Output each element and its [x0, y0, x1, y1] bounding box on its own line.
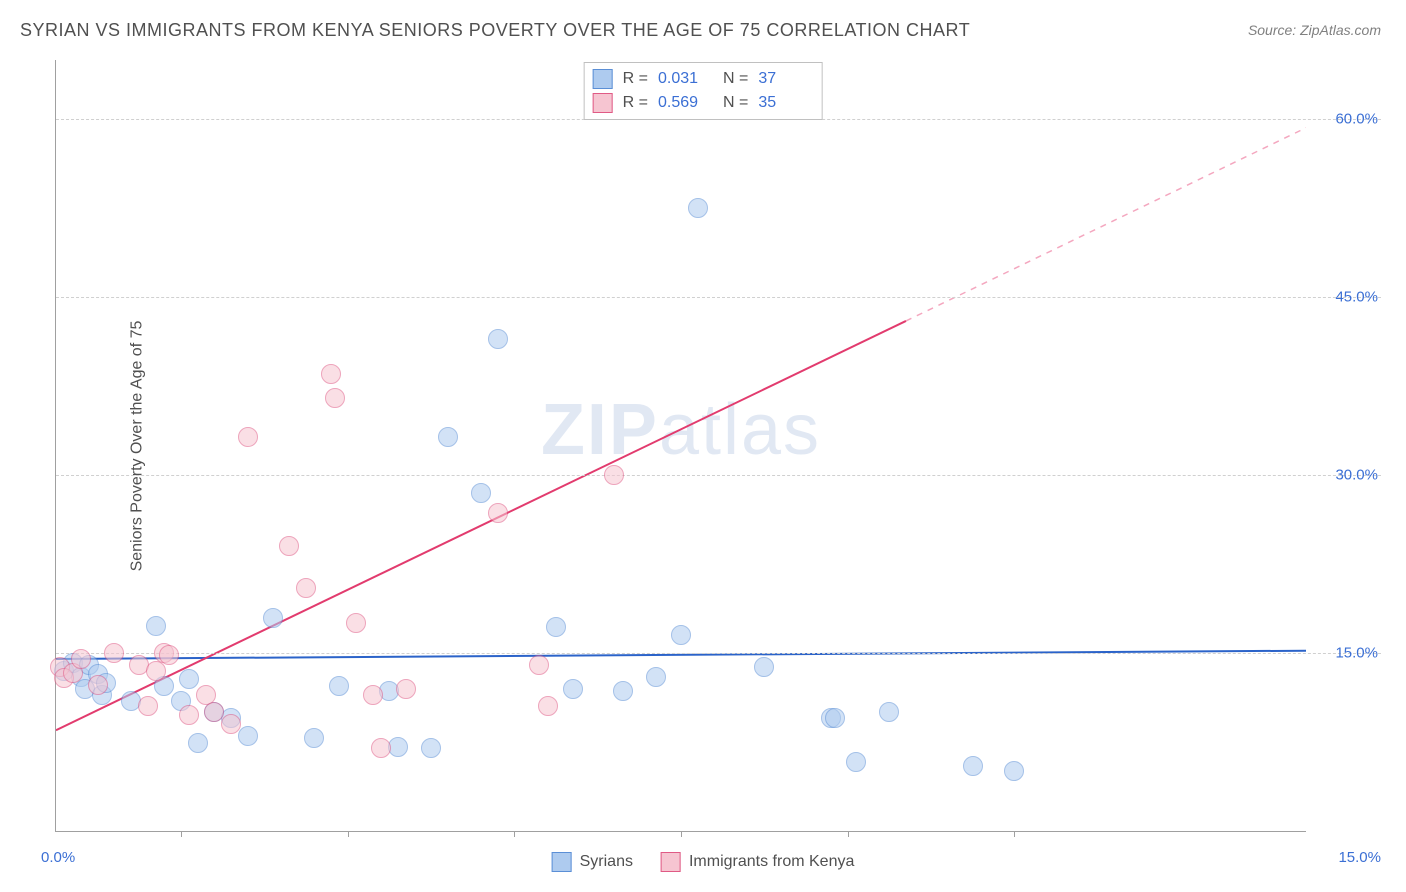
source-label: Source: ZipAtlas.com — [1248, 22, 1381, 38]
n-value-syrians: 37 — [758, 70, 813, 88]
x-tick — [514, 831, 515, 837]
data-point — [71, 649, 91, 669]
data-point — [146, 616, 166, 636]
legend-item-kenya: Immigrants from Kenya — [661, 852, 854, 872]
data-point — [104, 643, 124, 663]
series-legend: Syrians Immigrants from Kenya — [552, 852, 855, 872]
legend-row-kenya: R = 0.569 N = 35 — [593, 91, 814, 115]
data-point — [321, 364, 341, 384]
data-point — [346, 613, 366, 633]
watermark: ZIPatlas — [541, 389, 821, 471]
data-point — [879, 702, 899, 722]
data-point — [221, 714, 241, 734]
data-point — [279, 536, 299, 556]
gridline — [56, 653, 1381, 654]
data-point — [825, 708, 845, 728]
gridline — [56, 297, 1381, 298]
data-point — [546, 617, 566, 637]
data-point — [846, 752, 866, 772]
legend-label-kenya: Immigrants from Kenya — [689, 853, 854, 871]
data-point — [529, 655, 549, 675]
data-point — [488, 329, 508, 349]
data-point — [138, 696, 158, 716]
data-point — [563, 679, 583, 699]
gridline — [56, 475, 1381, 476]
y-tick-label: 15.0% — [1335, 645, 1378, 662]
y-tick-label: 30.0% — [1335, 467, 1378, 484]
data-point — [488, 503, 508, 523]
data-point — [188, 733, 208, 753]
x-axis-end-label: 15.0% — [1338, 849, 1381, 866]
x-tick — [1014, 831, 1015, 837]
legend-row-syrians: R = 0.031 N = 37 — [593, 67, 814, 91]
data-point — [179, 705, 199, 725]
data-point — [396, 679, 416, 699]
data-point — [604, 465, 624, 485]
correlation-legend: R = 0.031 N = 37 R = 0.569 N = 35 — [584, 62, 823, 120]
data-point — [421, 738, 441, 758]
plot-area: ZIPatlas 15.0%30.0%45.0%60.0%0.0%15.0% — [55, 60, 1306, 832]
data-point — [238, 726, 258, 746]
data-point — [238, 427, 258, 447]
data-point — [304, 728, 324, 748]
data-point — [263, 608, 283, 628]
legend-label-syrians: Syrians — [580, 853, 633, 871]
data-point — [613, 681, 633, 701]
legend-item-syrians: Syrians — [552, 852, 633, 872]
swatch-syrians — [593, 69, 613, 89]
x-tick — [348, 831, 349, 837]
r-value-syrians: 0.031 — [658, 70, 713, 88]
data-point — [371, 738, 391, 758]
data-point — [296, 578, 316, 598]
data-point — [325, 388, 345, 408]
x-tick — [848, 831, 849, 837]
chart-title: SYRIAN VS IMMIGRANTS FROM KENYA SENIORS … — [20, 20, 970, 41]
chart-container: SYRIAN VS IMMIGRANTS FROM KENYA SENIORS … — [0, 0, 1406, 892]
data-point — [471, 483, 491, 503]
swatch-syrians-icon — [552, 852, 572, 872]
data-point — [1004, 761, 1024, 781]
data-point — [329, 676, 349, 696]
data-point — [159, 645, 179, 665]
data-point — [179, 669, 199, 689]
data-point — [671, 625, 691, 645]
y-tick-label: 45.0% — [1335, 289, 1378, 306]
swatch-kenya-icon — [661, 852, 681, 872]
y-tick-label: 60.0% — [1335, 111, 1378, 128]
r-value-kenya: 0.569 — [658, 94, 713, 112]
n-value-kenya: 35 — [758, 94, 813, 112]
data-point — [963, 756, 983, 776]
x-axis-start-label: 0.0% — [41, 849, 75, 866]
data-point — [688, 198, 708, 218]
data-point — [363, 685, 383, 705]
data-point — [538, 696, 558, 716]
data-point — [88, 675, 108, 695]
data-point — [438, 427, 458, 447]
data-point — [646, 667, 666, 687]
x-tick — [181, 831, 182, 837]
swatch-kenya — [593, 93, 613, 113]
data-point — [754, 657, 774, 677]
x-tick — [681, 831, 682, 837]
